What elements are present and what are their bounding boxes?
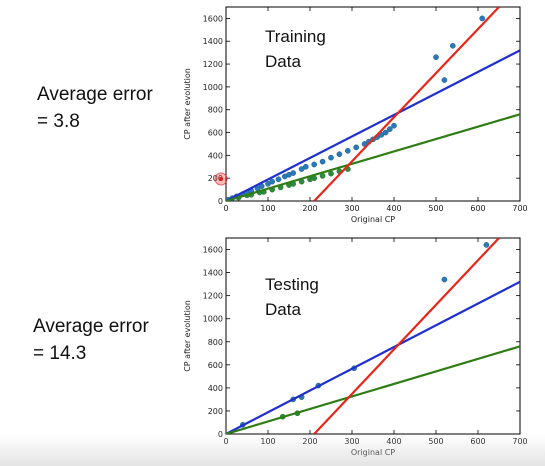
fit-line xyxy=(226,345,520,434)
chart-title-line: Training xyxy=(265,27,326,46)
data-point-blue xyxy=(433,54,439,61)
x-tick-label: 700 xyxy=(512,437,527,446)
plot-layer xyxy=(226,238,520,434)
x-tick-label: 400 xyxy=(386,204,401,213)
data-point-blue xyxy=(290,170,297,176)
x-tick-label: 300 xyxy=(344,204,359,213)
plot-frame xyxy=(225,6,521,202)
data-point-blue xyxy=(344,147,351,154)
chart-testing: 0 100 200 300 400 500 600 700 0 200 400 600 800 1000 1… xyxy=(183,237,528,457)
data-point-blue xyxy=(336,151,343,158)
x-tick-label: 600 xyxy=(470,204,485,213)
average-error-label: Average error xyxy=(37,84,153,105)
y-tick-label: 0 xyxy=(218,430,223,439)
data-point-green xyxy=(328,170,334,177)
y-tick-label: 1200 xyxy=(203,60,223,69)
x-tick-label: 400 xyxy=(386,437,401,446)
x-axis-label: Original CP xyxy=(351,215,395,224)
average-error-value: = 14.3 xyxy=(33,343,87,364)
data-point-blue xyxy=(483,242,490,248)
data-point-blue xyxy=(441,276,448,283)
x-tick-label: 0 xyxy=(223,204,228,213)
plot-layer xyxy=(226,7,520,201)
x-tick-label: 300 xyxy=(344,437,359,446)
x-tick-label: 0 xyxy=(223,437,228,446)
y-tick-label: 1600 xyxy=(203,14,223,23)
y-tick-label: 1400 xyxy=(203,269,223,278)
y-axis-label: CP after evolution xyxy=(183,300,192,372)
average-error-testing: Average error = 14.3 xyxy=(33,313,149,367)
data-point-blue xyxy=(382,129,389,136)
data-point-blue xyxy=(328,154,334,161)
data-point-blue xyxy=(319,158,326,165)
data-point-blue xyxy=(269,178,276,185)
data-point-blue xyxy=(311,161,318,168)
y-tick-label: 1000 xyxy=(203,83,223,92)
y-tick-label: 400 xyxy=(208,384,223,393)
x-tick-label: 500 xyxy=(428,204,443,213)
x-tick-label: 200 xyxy=(302,204,317,213)
fit-line xyxy=(226,49,520,201)
data-point-blue xyxy=(479,15,486,22)
x-tick-label: 700 xyxy=(512,204,527,213)
data-point-blue xyxy=(302,163,309,170)
pointer-dot xyxy=(219,177,223,181)
x-tick-label: 600 xyxy=(470,437,485,446)
plot-frame xyxy=(225,237,521,435)
fit-line xyxy=(226,280,520,434)
y-tick-label: 1600 xyxy=(203,246,223,255)
y-tick-label: 1400 xyxy=(203,37,223,46)
chart-title-line: Testing xyxy=(265,275,319,294)
y-tick-label: 200 xyxy=(208,407,223,416)
data-point-blue xyxy=(441,77,448,83)
average-error-label: Average error xyxy=(33,316,149,337)
data-point-blue xyxy=(449,42,456,49)
fit-line xyxy=(313,7,500,201)
data-point-blue xyxy=(386,126,393,132)
data-point-blue xyxy=(391,122,397,129)
chart-training: 0100200300400500600700020040060080010001… xyxy=(183,6,528,224)
chart-title-line: Data xyxy=(265,52,301,71)
chart-title-line: Data xyxy=(265,300,301,319)
x-tick-label: 500 xyxy=(428,437,443,446)
y-tick-label: 1000 xyxy=(203,315,223,324)
y-axis-label: CP after evolution xyxy=(183,68,192,140)
y-tick-label: 800 xyxy=(208,106,223,115)
x-tick-label: 200 xyxy=(302,437,317,446)
y-tick-label: 800 xyxy=(208,338,223,347)
x-tick-label: 100 xyxy=(260,437,275,446)
data-point-blue xyxy=(275,176,282,183)
fit-line xyxy=(313,238,500,434)
fit-line xyxy=(226,113,520,201)
x-axis-label: Original CP xyxy=(351,448,395,457)
y-tick-label: 400 xyxy=(208,151,223,160)
data-point-blue xyxy=(353,144,360,151)
y-tick-label: 600 xyxy=(208,129,223,138)
y-tick-label: 1200 xyxy=(203,292,223,301)
average-error-value: = 3.8 xyxy=(37,111,80,132)
x-tick-label: 100 xyxy=(260,204,275,213)
y-tick-label: 600 xyxy=(208,361,223,370)
y-tick-label: 0 xyxy=(218,197,223,206)
average-error-training: Average error = 3.8 xyxy=(37,81,153,135)
